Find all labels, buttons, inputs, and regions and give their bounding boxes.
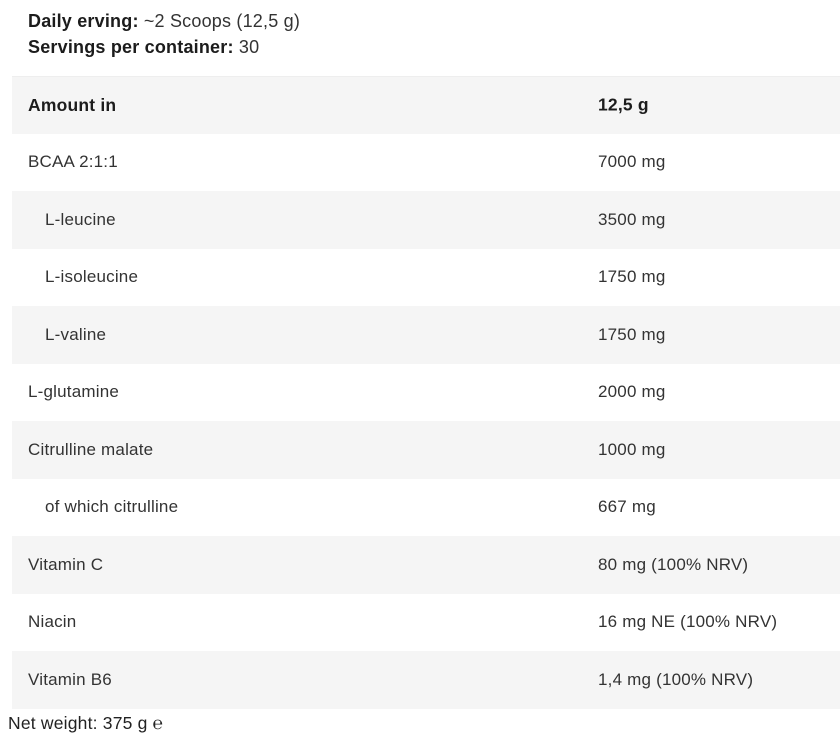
ingredient-name: L-valine (45, 324, 107, 344)
nutrition-table: Amount in 12,5 g BCAA 2:1:1 7000 mg L-le… (12, 76, 840, 709)
net-weight-text: Net weight: 375 g ℮ (8, 712, 164, 733)
table-row: L-isoleucine 1750 mg (12, 248, 840, 306)
servings-per-container-value: 30 (238, 37, 260, 57)
table-body: BCAA 2:1:1 7000 mg L-leucine 3500 mg L-i… (12, 133, 840, 709)
ingredient-name: Vitamin B6 (28, 669, 112, 689)
column-header-amount-in: Amount in (28, 94, 117, 115)
daily-serving-line: Daily erving: ~2 Scoops (12,5 g) (28, 8, 840, 34)
column-header-serving-size: 12,5 g (598, 94, 649, 115)
net-weight: Net weight: 375 g ℮ (0, 709, 840, 734)
ingredient-amount: 2000 mg (598, 382, 666, 402)
daily-serving-value: ~2 Scoops (12,5 g) (143, 11, 301, 31)
ingredient-name: L-isoleucine (45, 267, 139, 287)
ingredient-name: L-leucine (45, 209, 116, 229)
ingredient-name: Niacin (28, 612, 77, 632)
servings-per-container-line: Servings per container: 30 (28, 34, 840, 60)
ingredient-amount: 1,4 mg (100% NRV) (598, 669, 754, 689)
table-row: L-glutamine 2000 mg (12, 363, 840, 421)
table-row: Vitamin B6 1,4 mg (100% NRV) (12, 651, 840, 709)
ingredient-amount: 16 mg NE (100% NRV) (598, 612, 778, 632)
daily-serving-label: Daily erving: (28, 11, 139, 31)
table-header-row: Amount in 12,5 g (12, 76, 840, 134)
ingredient-name: L-glutamine (28, 382, 120, 402)
ingredient-name: Citrulline malate (28, 439, 154, 459)
ingredient-amount: 1750 mg (598, 324, 666, 344)
ingredient-amount: 7000 mg (598, 152, 666, 172)
supplement-facts-panel: Daily erving: ~2 Scoops (12,5 g) Serving… (0, 0, 840, 734)
ingredient-amount: 3500 mg (598, 209, 666, 229)
ingredient-name: Vitamin C (28, 554, 104, 574)
table-row: of which citrulline 667 mg (12, 478, 840, 536)
ingredient-name: BCAA 2:1:1 (28, 152, 118, 172)
table-row: Citrulline malate 1000 mg (12, 421, 840, 479)
ingredient-amount: 1000 mg (598, 439, 666, 459)
table-row: Vitamin C 80 mg (100% NRV) (12, 536, 840, 594)
ingredient-amount: 1750 mg (598, 267, 666, 287)
ingredient-amount: 80 mg (100% NRV) (598, 554, 749, 574)
servings-per-container-label: Servings per container: (28, 37, 234, 57)
ingredient-name: of which citrulline (45, 497, 179, 517)
serving-info: Daily erving: ~2 Scoops (12,5 g) Serving… (0, 0, 840, 60)
table-row: L-leucine 3500 mg (12, 191, 840, 249)
ingredient-amount: 667 mg (598, 497, 656, 517)
table-row: BCAA 2:1:1 7000 mg (12, 133, 840, 191)
table-row: Niacin 16 mg NE (100% NRV) (12, 593, 840, 651)
table-row: L-valine 1750 mg (12, 306, 840, 364)
